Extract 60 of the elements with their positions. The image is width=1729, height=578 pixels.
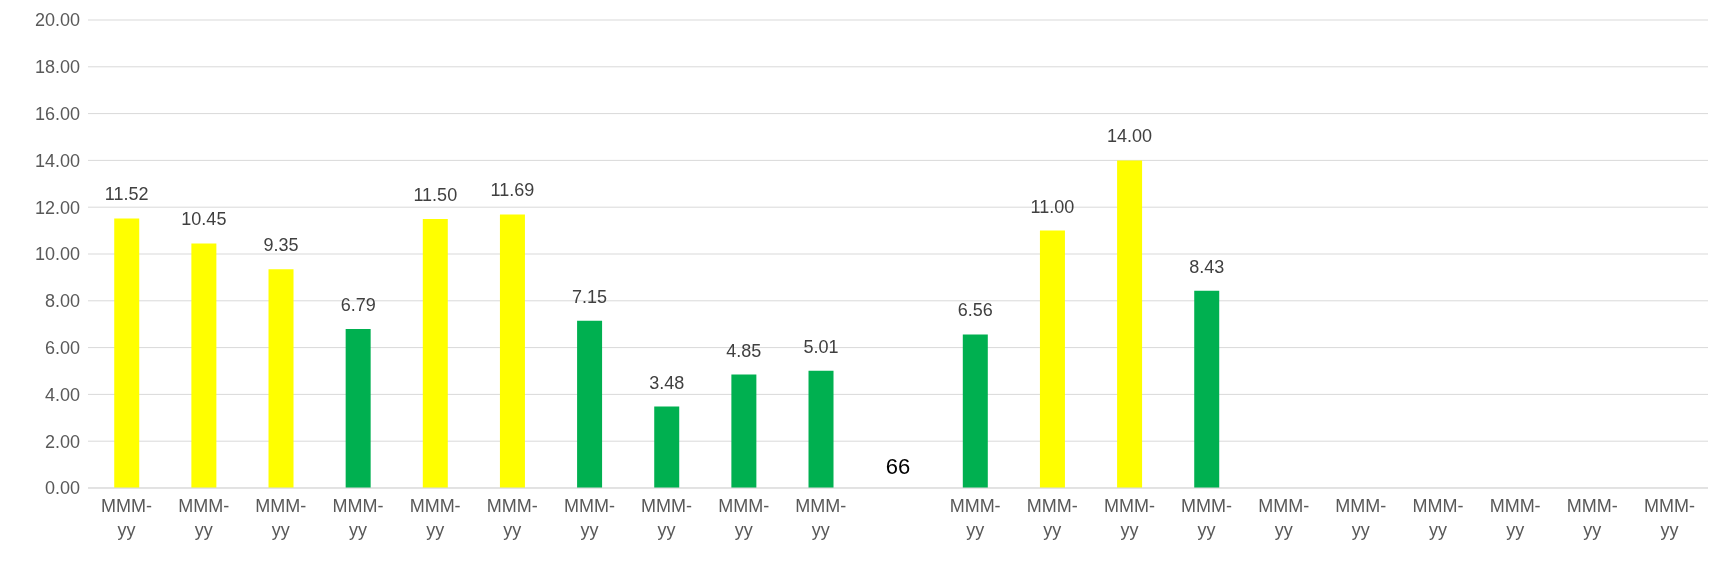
bar	[1194, 290, 1220, 488]
bar	[731, 374, 757, 488]
x-tick-label: MMM-yy	[1181, 496, 1233, 540]
x-tick-label: MMM-yy	[795, 496, 847, 540]
data-label: 10.45	[181, 209, 227, 230]
data-label: 5.01	[803, 336, 839, 357]
data-label: 3.48	[649, 372, 685, 393]
data-label: 11.50	[413, 184, 458, 205]
x-tick-label: MMM-yy	[1026, 496, 1078, 540]
x-tick-label: MMM-yy	[255, 496, 307, 540]
bar	[808, 370, 834, 488]
y-tick-label: 20.00	[34, 10, 80, 31]
y-tick-label: 0.00	[44, 478, 80, 499]
x-tick-label: MMM-yy	[178, 496, 230, 540]
x-tick-label: MMM-yy	[641, 496, 693, 540]
data-label: 11.69	[490, 180, 535, 201]
y-tick-label: 4.00	[44, 384, 80, 405]
y-tick-label: 8.00	[44, 291, 80, 312]
data-label: 14.00	[1107, 126, 1153, 147]
y-tick-label: 18.00	[34, 57, 80, 78]
data-label: 9.35	[263, 235, 299, 256]
y-tick-label: 6.00	[44, 337, 80, 358]
bar	[1117, 160, 1143, 488]
y-tick-label: 10.00	[34, 244, 80, 265]
y-tick-label: 2.00	[44, 431, 80, 452]
bar	[114, 218, 140, 488]
data-label: 8.43	[1189, 256, 1225, 277]
bar	[268, 269, 294, 488]
x-tick-label: MMM-yy	[409, 496, 461, 540]
x-tick-label: MMM-yy	[1335, 496, 1387, 540]
x-tick-label: MMM-yy	[1643, 496, 1695, 540]
bar	[1039, 230, 1065, 488]
data-label: 6.79	[340, 295, 376, 316]
data-label: 7.15	[572, 286, 608, 307]
bar	[577, 320, 603, 488]
x-tick-label: MMM-yy	[332, 496, 384, 540]
bar	[191, 243, 217, 488]
x-tick-label: MMM-yy	[718, 496, 770, 540]
y-tick-label: 12.00	[34, 197, 80, 218]
bar	[422, 218, 448, 488]
data-label: 11.52	[104, 184, 149, 205]
x-tick-label: MMM-yy	[1103, 496, 1155, 540]
x-tick-label: MMM-yy	[949, 496, 1001, 540]
bar	[499, 214, 525, 488]
bar	[962, 334, 988, 488]
x-tick-label: MMM-yy	[563, 496, 615, 540]
x-tick-label: MMM-yy	[1489, 496, 1541, 540]
data-label: 11.00	[1030, 196, 1075, 217]
x-tick-label: MMM-yy	[1258, 496, 1310, 540]
x-tick-label: MMM-yy	[101, 496, 153, 540]
y-tick-label: 14.00	[34, 150, 80, 171]
bar	[654, 406, 680, 488]
data-label: 6.56	[957, 300, 993, 321]
x-tick-label: MMM-yy	[1566, 496, 1618, 540]
x-tick-label: MMM-yy	[486, 496, 538, 540]
x-tick-label: MMM-yy	[1412, 496, 1464, 540]
y-tick-label: 16.00	[34, 103, 80, 124]
data-label: 4.85	[726, 340, 762, 361]
annotation: 66	[884, 454, 912, 480]
bar	[345, 329, 371, 488]
